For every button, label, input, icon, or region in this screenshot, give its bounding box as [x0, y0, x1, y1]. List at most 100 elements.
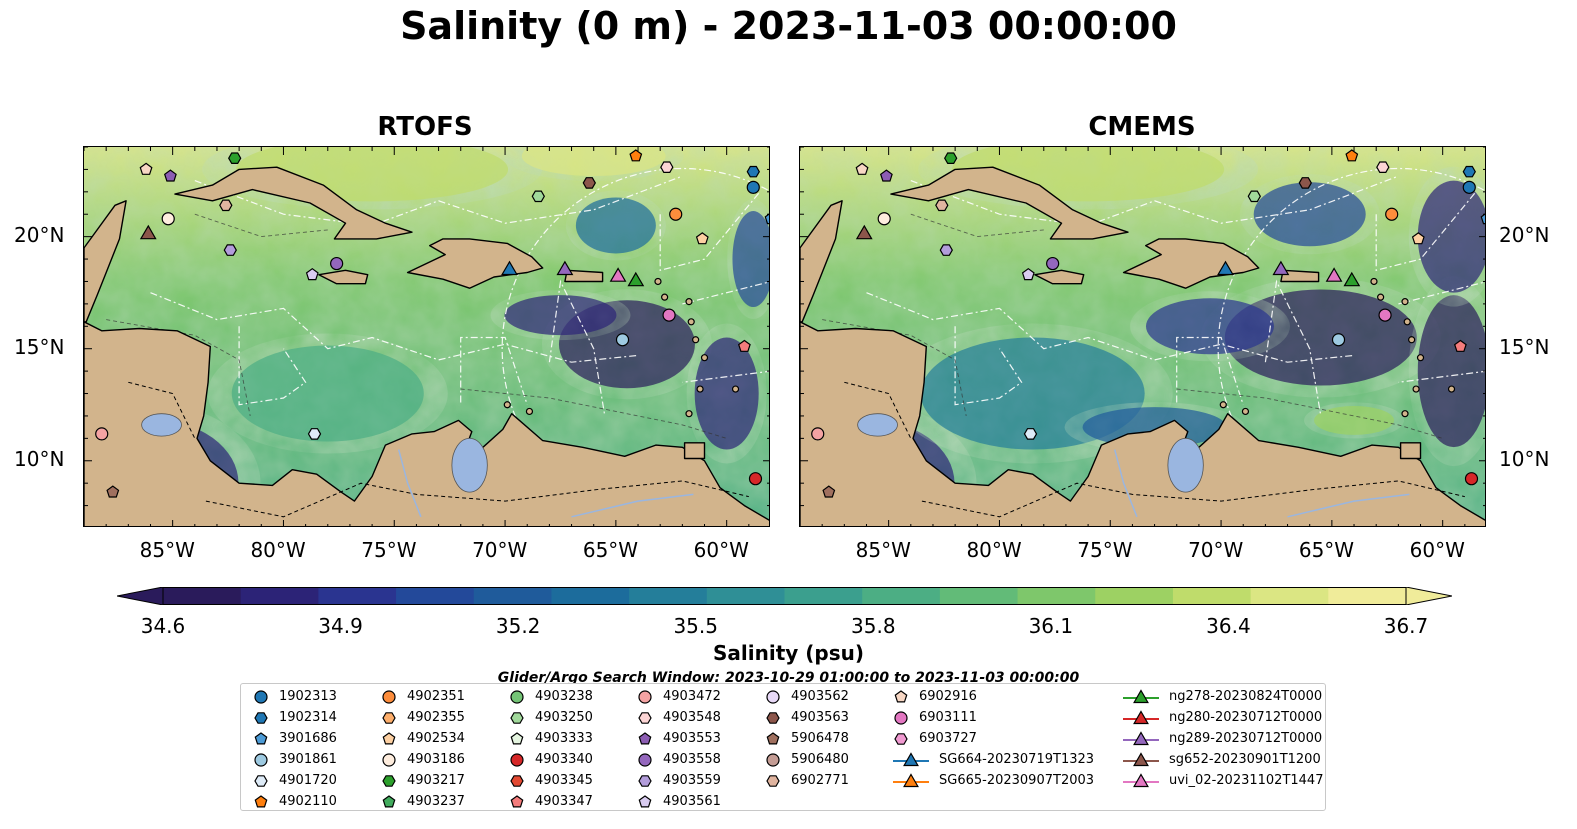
eez-boundary [150, 292, 639, 363]
lake [141, 413, 182, 437]
legend-marker-circle [382, 689, 396, 704]
legend-label: 4902355 [407, 710, 465, 725]
island [687, 318, 695, 326]
legend-label: 3901686 [279, 731, 337, 746]
colorbar-segment [240, 587, 319, 605]
legend-column: 4903562 4903563 5906478 5906480 6902771 [763, 686, 849, 791]
island [525, 407, 534, 416]
obs-marker-ng278-20230824T0000 [1343, 271, 1361, 287]
obs-marker-4901720 [1023, 428, 1038, 440]
colorbar-extend-min [116, 586, 164, 606]
colorbar-segment [318, 587, 397, 605]
legend-marker-hexagon [510, 774, 524, 787]
land-polygon [1399, 442, 1422, 460]
obs-marker-3901861 [615, 333, 630, 347]
figure-title: Salinity (0 m) - 2023-11-03 00:00:00 [400, 4, 1177, 48]
legend-label: ng289-20230712T0000 [1169, 731, 1323, 746]
legend-item: 4902351 [379, 686, 465, 707]
legend-item: 4903238 [507, 686, 593, 707]
legend-label: ng280-20230712T0000 [1169, 710, 1323, 725]
eez-boundary [460, 336, 528, 405]
colorbar-segment [706, 587, 786, 605]
salinity-core [732, 211, 769, 308]
legend-marker-pentagon [766, 731, 780, 744]
legend-label: ng278-20230824T0000 [1169, 689, 1323, 704]
legend-item: 1902314 [251, 707, 337, 728]
map-panel-rtofs [83, 146, 770, 527]
obs-marker-4903340 [748, 472, 763, 486]
legend-column: 4902351 4902355 4902534 4903186 4903217 49032… [379, 686, 465, 812]
legend-marker-circle [638, 689, 652, 704]
legend-marker-hexagon [254, 774, 268, 787]
legend-marker-circle [894, 710, 908, 725]
lon-tick-label: 70°W [472, 538, 528, 562]
isobath-contour [194, 213, 328, 238]
legend-item: 4902534 [379, 728, 465, 749]
land-polygon [84, 200, 127, 323]
map-ticks [84, 147, 769, 526]
eez-boundary [910, 175, 1399, 227]
country-border [205, 480, 749, 518]
obs-marker-4903553 [879, 169, 893, 182]
legend-item: 5906480 [763, 749, 849, 770]
map-canvas [84, 147, 769, 526]
eez-boundary [194, 175, 683, 227]
legend-item: 4903553 [635, 728, 721, 749]
river [397, 449, 422, 518]
eez-boundary [238, 326, 307, 406]
legend-marker-hexagon [382, 711, 396, 724]
obs-marker-4903217 [228, 152, 242, 164]
land-polygon [174, 166, 413, 240]
legend-label: 4903340 [535, 752, 593, 767]
legend-marker-pentagon [638, 794, 652, 807]
river [571, 493, 694, 518]
obs-marker-4903347 [737, 339, 751, 352]
eez-boundary [548, 279, 606, 416]
legend-marker-circle [254, 689, 268, 704]
obs-marker-6902916 [139, 162, 153, 175]
legend-label: 1902313 [279, 689, 337, 704]
legend-item: 4903562 [763, 686, 849, 707]
legend-label: 4901720 [279, 773, 337, 788]
colorbar-gradient [116, 586, 1453, 606]
legend-label: 5906478 [791, 731, 849, 746]
isobath-contour [822, 319, 967, 416]
legend-marker-triangle-line [1123, 730, 1159, 745]
colorbar-extend-max [1405, 586, 1453, 606]
legend-marker-triangle-line [1123, 688, 1159, 703]
legend-item: 4903186 [379, 749, 465, 770]
legend-marker-pentagon [510, 794, 524, 807]
legend: 1902313 1902314 3901686 3901861 4901720 49021… [240, 683, 1326, 811]
legend-marker-circle [510, 752, 524, 767]
legend-item: 4903561 [635, 791, 721, 812]
colorbar-segment [629, 587, 708, 605]
colorbar-label: Salinity (psu) [712, 641, 864, 665]
eez-boundary [659, 191, 761, 272]
salinity-core [1253, 182, 1366, 247]
legend-marker-circle [766, 689, 780, 704]
legend-item: 6902771 [763, 770, 849, 791]
lake [857, 413, 898, 437]
isobath-contour [1176, 388, 1443, 439]
island [700, 354, 709, 362]
legend-marker-pentagon [638, 731, 652, 744]
salinity-core [575, 197, 656, 254]
legend-marker-triangle-line [893, 751, 929, 766]
legend-marker-triangle-line [1123, 772, 1159, 787]
colorbar-segment [551, 587, 630, 605]
obs-marker-4903347 [1453, 339, 1467, 352]
island [692, 336, 700, 344]
legend-marker-pentagon [382, 794, 396, 807]
legend-item: ng278-20230824T0000 [1121, 686, 1323, 707]
obs-marker-4903553 [163, 169, 177, 182]
obs-marker-5906478 [822, 485, 836, 498]
land-polygon [890, 166, 1129, 240]
lon-tick-label: 85°W [139, 538, 195, 562]
obs-marker-sg652-20230901T1200 [855, 224, 873, 240]
legend-item: 4903548 [635, 707, 721, 728]
obs-marker-4903186 [877, 212, 891, 226]
colorbar-segment [862, 587, 941, 605]
legend-label: 6902916 [919, 689, 977, 704]
obs-marker-4902110 [629, 149, 643, 162]
obs-marker-ng278-20230824T0000 [627, 271, 645, 287]
